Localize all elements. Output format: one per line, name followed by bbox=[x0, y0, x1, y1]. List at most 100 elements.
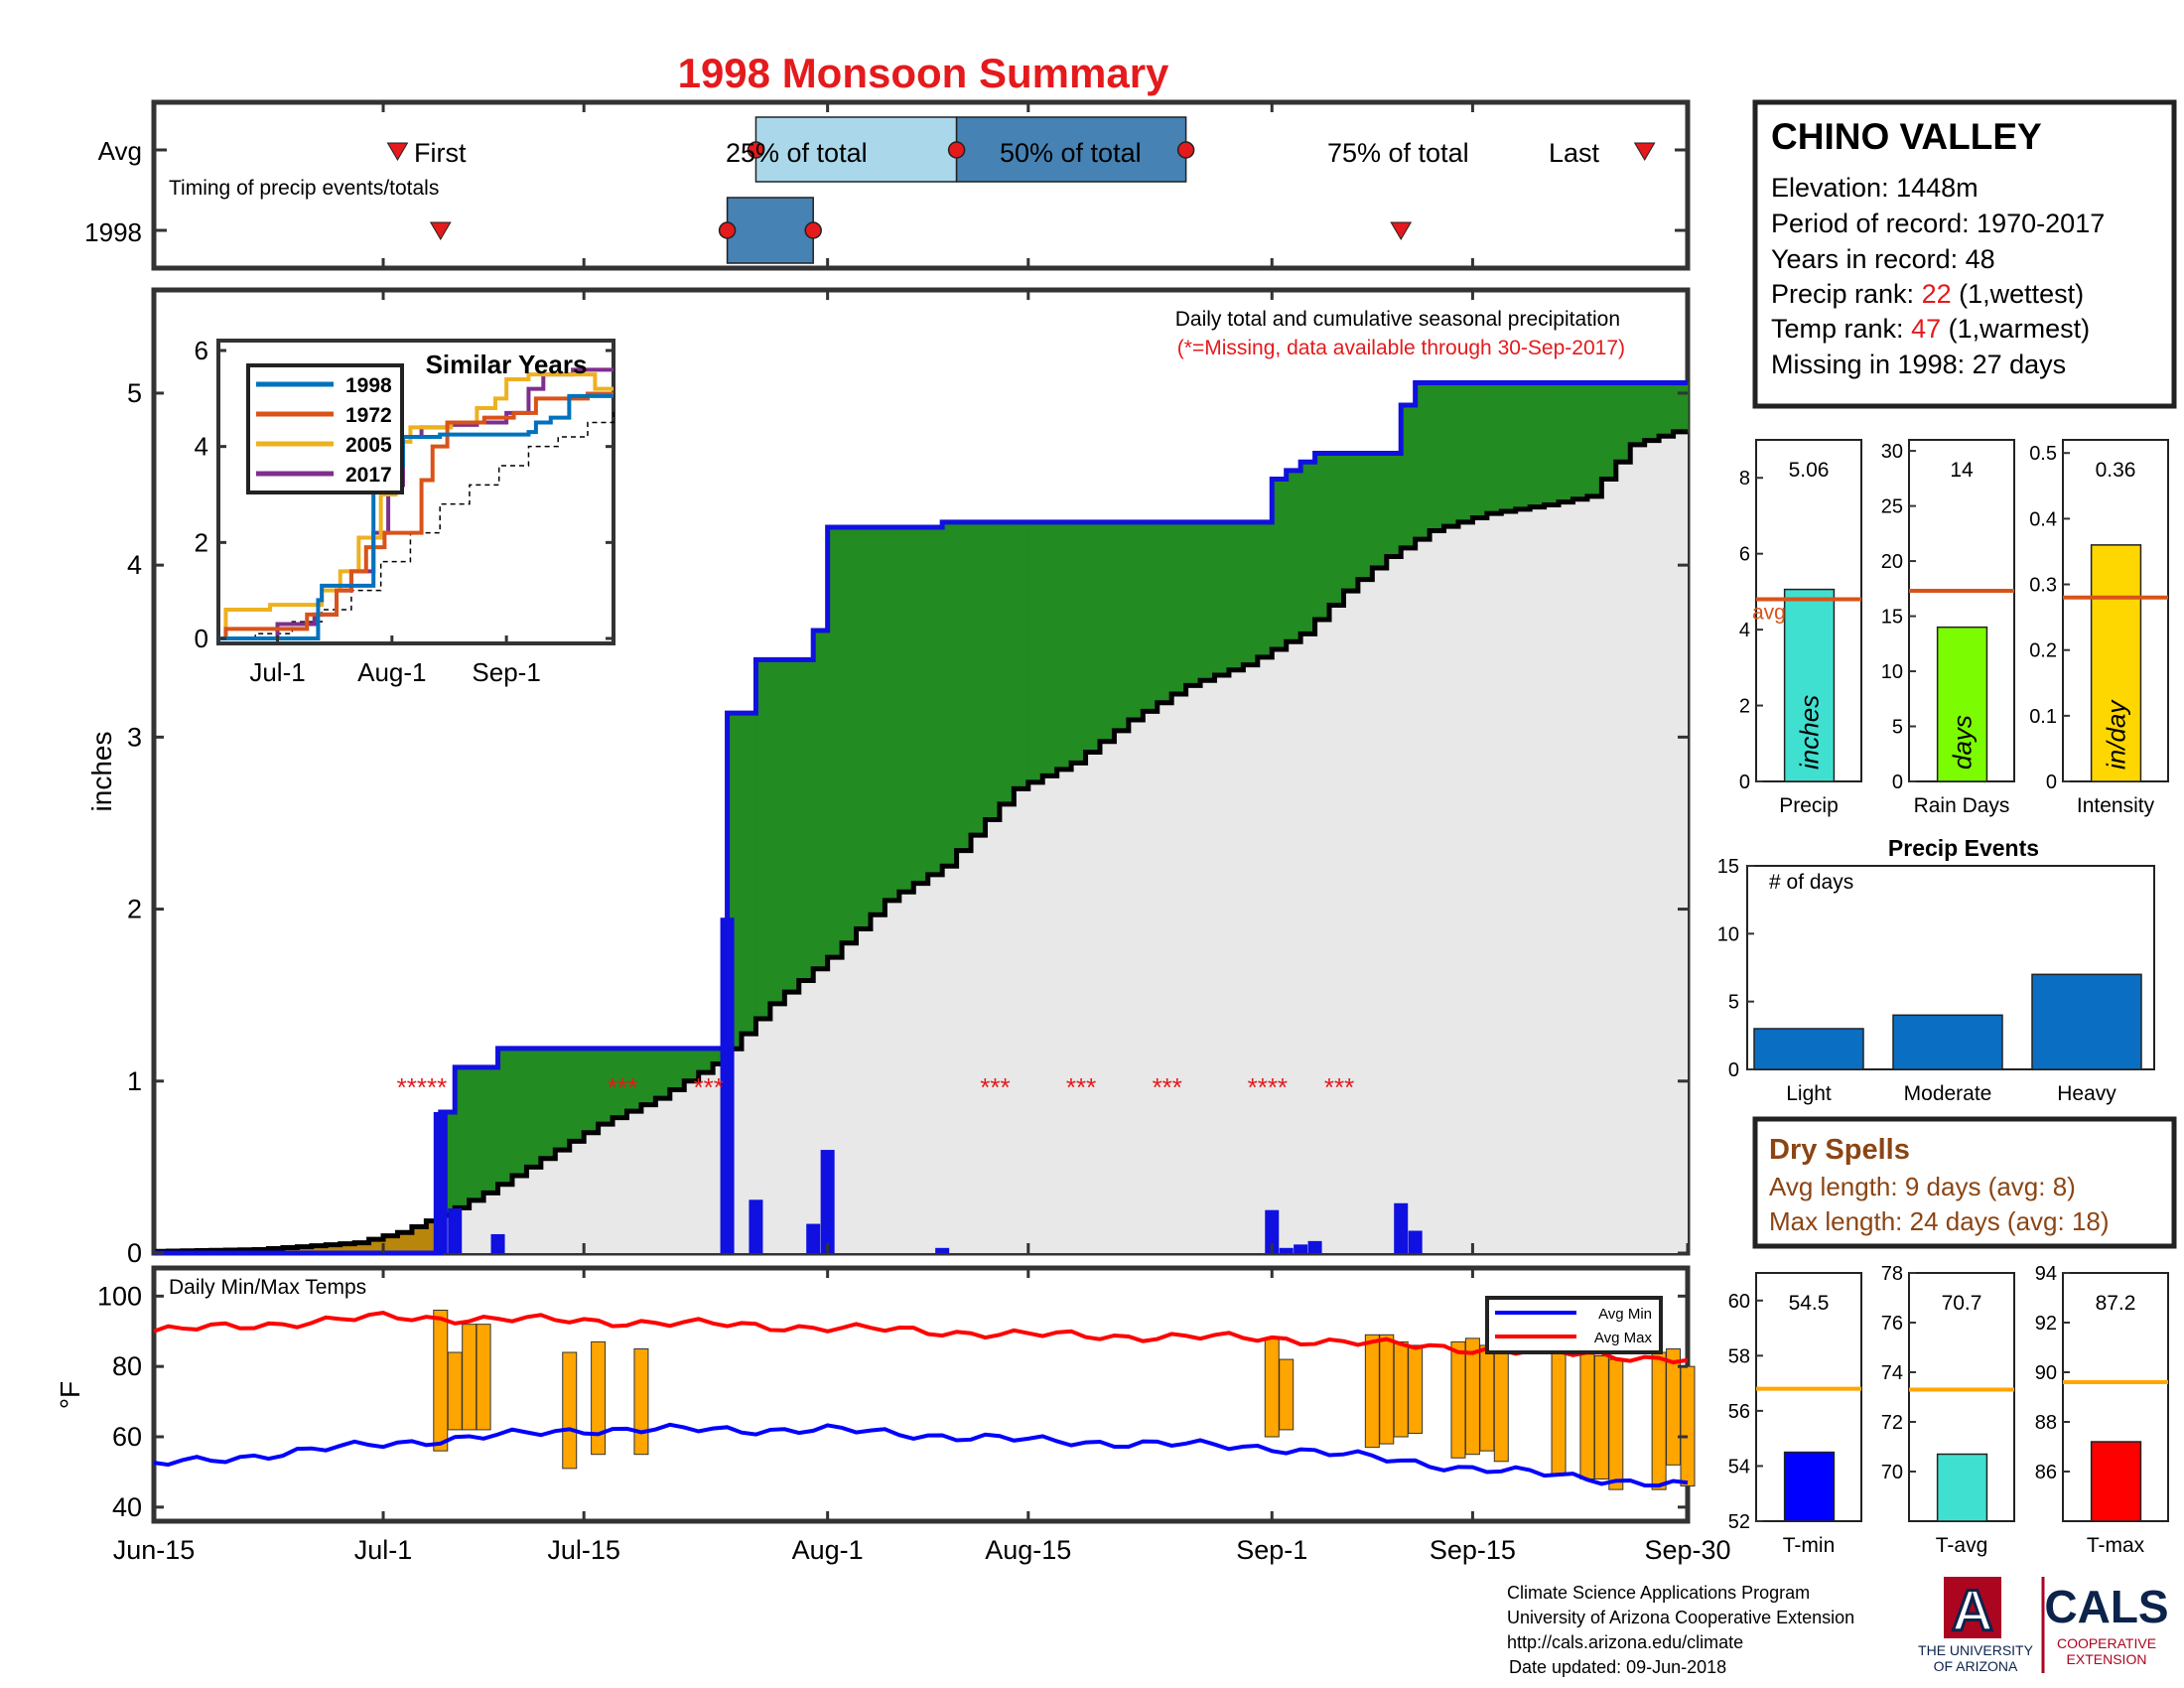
date-axis: Jun-15 Jul-1 Jul-15 Aug-1 Aug-15 Sep-1 Sep-15 S… bbox=[113, 102, 1731, 1565]
date-axis-label: Aug-1 bbox=[792, 1535, 864, 1565]
temps-caption: Daily Min/Max Temps bbox=[169, 1276, 366, 1299]
timing-p50-label: 50% of total bbox=[1000, 138, 1142, 168]
inset-y-tick-label: 0 bbox=[195, 624, 208, 653]
events-y-tick-label: 10 bbox=[1717, 923, 1739, 945]
daily-temp-range-bar bbox=[1464, 1337, 1480, 1456]
daily-precip-bar bbox=[749, 1199, 763, 1253]
above-avg-fill bbox=[469, 1066, 484, 1200]
logo-univ-line1: THE UNIVERSITY bbox=[1918, 1642, 2034, 1658]
timing-first-label: First bbox=[414, 138, 467, 168]
events-bar-light bbox=[1753, 1028, 1864, 1070]
below-avg-fill bbox=[368, 1239, 384, 1253]
above-avg-fill bbox=[1027, 521, 1043, 782]
inset-y-tick-label: 4 bbox=[195, 432, 208, 462]
legend-label-1972: 1972 bbox=[345, 404, 392, 427]
temp-rank-prefix: Temp rank: bbox=[1771, 314, 1911, 344]
date-axis-label: Sep-30 bbox=[1644, 1535, 1730, 1565]
above-avg-fill bbox=[1530, 382, 1546, 507]
above-avg-fill bbox=[1114, 521, 1130, 731]
inset-legend: 1998 1972 2005 2017 bbox=[246, 363, 404, 494]
station-years: Years in record: 48 bbox=[1771, 244, 1995, 274]
above-avg-fill bbox=[1314, 453, 1330, 620]
dry-spells-frame bbox=[1752, 1116, 2177, 1249]
temps-legend: Avg Min Avg Max bbox=[1485, 1296, 1663, 1354]
daily-temp-range-bar bbox=[1450, 1340, 1466, 1459]
above-avg-fill bbox=[1243, 521, 1259, 665]
daily-temp-range-bar bbox=[591, 1340, 607, 1456]
temps-plot-layer: 40 60 80 100 bbox=[97, 1281, 1696, 1522]
above-avg-fill bbox=[598, 1048, 614, 1125]
above-avg-fill bbox=[1014, 521, 1029, 789]
above-avg-fill bbox=[497, 1048, 513, 1185]
avg-min-line bbox=[153, 1422, 1689, 1488]
main-y-tick-label: 0 bbox=[127, 1238, 142, 1268]
daily-temp-range-bar bbox=[1408, 1344, 1424, 1434]
above-avg-fill bbox=[684, 1048, 700, 1081]
above-avg-fill bbox=[1228, 521, 1244, 670]
legend-label-2005: 2005 bbox=[345, 434, 392, 457]
above-avg-fill bbox=[1099, 521, 1116, 742]
tmin-stat-y-tick-label: 56 bbox=[1728, 1401, 1750, 1423]
tavg-stat-y-tick-label: 74 bbox=[1881, 1362, 1903, 1384]
timing-year-last-marker bbox=[1390, 221, 1413, 240]
timing-year-first-marker bbox=[429, 221, 452, 240]
tmax-stat-y-tick-label: 86 bbox=[2035, 1462, 2057, 1483]
raindays-stat-bar bbox=[1936, 626, 1988, 782]
main-y-tick-label: 4 bbox=[127, 550, 142, 580]
below-avg-fill bbox=[340, 1243, 355, 1253]
above-avg-fill bbox=[1357, 453, 1373, 580]
above-avg-fill bbox=[1673, 382, 1689, 432]
legend-label-2017: 2017 bbox=[345, 464, 392, 487]
precip-stat-avg-label: avg bbox=[1752, 602, 1786, 625]
above-avg-fill bbox=[1042, 521, 1058, 776]
above-avg-fill bbox=[584, 1048, 600, 1133]
temps-y-tick-label: 40 bbox=[112, 1492, 142, 1522]
above-avg-fill bbox=[1143, 521, 1159, 712]
date-axis-label: Sep-1 bbox=[1236, 1535, 1307, 1565]
similar-years-inset: 0 2 4 6 Jul-1 Aug-1 Sep-1 Similar Years 1998 1… bbox=[195, 336, 615, 687]
daily-temp-range-bar bbox=[633, 1347, 649, 1456]
above-avg-fill bbox=[956, 521, 972, 851]
above-avg-fill bbox=[1659, 382, 1675, 437]
inset-y-tick-label: 6 bbox=[195, 336, 208, 365]
missing-data-marker: *** bbox=[694, 1072, 724, 1102]
daily-temp-range-bar bbox=[462, 1324, 478, 1431]
above-avg-fill bbox=[1171, 521, 1187, 695]
main-caption-line2: (*=Missing, data available through 30-Se… bbox=[1177, 337, 1625, 359]
above-avg-fill bbox=[1586, 382, 1602, 496]
missing-data-marker: *** bbox=[1066, 1072, 1096, 1102]
raindays-stat-y-tick-label: 0 bbox=[1892, 772, 1903, 793]
inset-x-tick-label: Sep-1 bbox=[472, 657, 540, 687]
tmin-stat-bar bbox=[1783, 1451, 1836, 1522]
daily-precip-bar bbox=[448, 1207, 463, 1253]
logo-a-block bbox=[1944, 1577, 2001, 1638]
above-avg-fill bbox=[999, 521, 1015, 804]
above-avg-fill bbox=[1071, 521, 1087, 764]
timing-avg-q1-box bbox=[754, 116, 958, 183]
above-avg-fill bbox=[1401, 405, 1417, 548]
raindays-stat-y-tick-label: 30 bbox=[1881, 441, 1903, 463]
raindays-stat-y-tick-label: 5 bbox=[1892, 717, 1903, 739]
main-y-tick-label: 3 bbox=[127, 722, 142, 752]
timing-avg-first-marker bbox=[386, 142, 409, 161]
above-avg-fill bbox=[1443, 382, 1459, 527]
daily-temp-range-bar bbox=[433, 1310, 449, 1452]
below-avg-fill bbox=[411, 1226, 427, 1253]
daily-temp-range-bar bbox=[1680, 1365, 1696, 1487]
above-avg-fill bbox=[827, 527, 843, 958]
events-category-label: Light bbox=[1786, 1082, 1832, 1105]
intensity-stat-y-tick-label: 0.2 bbox=[2029, 640, 2057, 662]
temp-rank-value: 47 bbox=[1911, 314, 1941, 344]
precip-rank-suffix: (1,wettest) bbox=[1952, 279, 2085, 309]
timing-avg-last-marker bbox=[1633, 142, 1656, 161]
intensity-stat-value-label: 0.36 bbox=[2096, 459, 2136, 482]
daily-temp-range-bar bbox=[1379, 1334, 1395, 1445]
above-avg-fill bbox=[769, 659, 785, 1004]
temps-frame bbox=[151, 1265, 1691, 1524]
intensity-stat-y-tick-label: 0.1 bbox=[2029, 706, 2057, 728]
avg-cumulative-area bbox=[154, 431, 1688, 1253]
temps-ylabel: °F bbox=[55, 1381, 85, 1409]
daily-temp-range-bar bbox=[1393, 1340, 1409, 1438]
above-avg-fill bbox=[1372, 453, 1388, 569]
above-avg-fill bbox=[511, 1048, 528, 1177]
